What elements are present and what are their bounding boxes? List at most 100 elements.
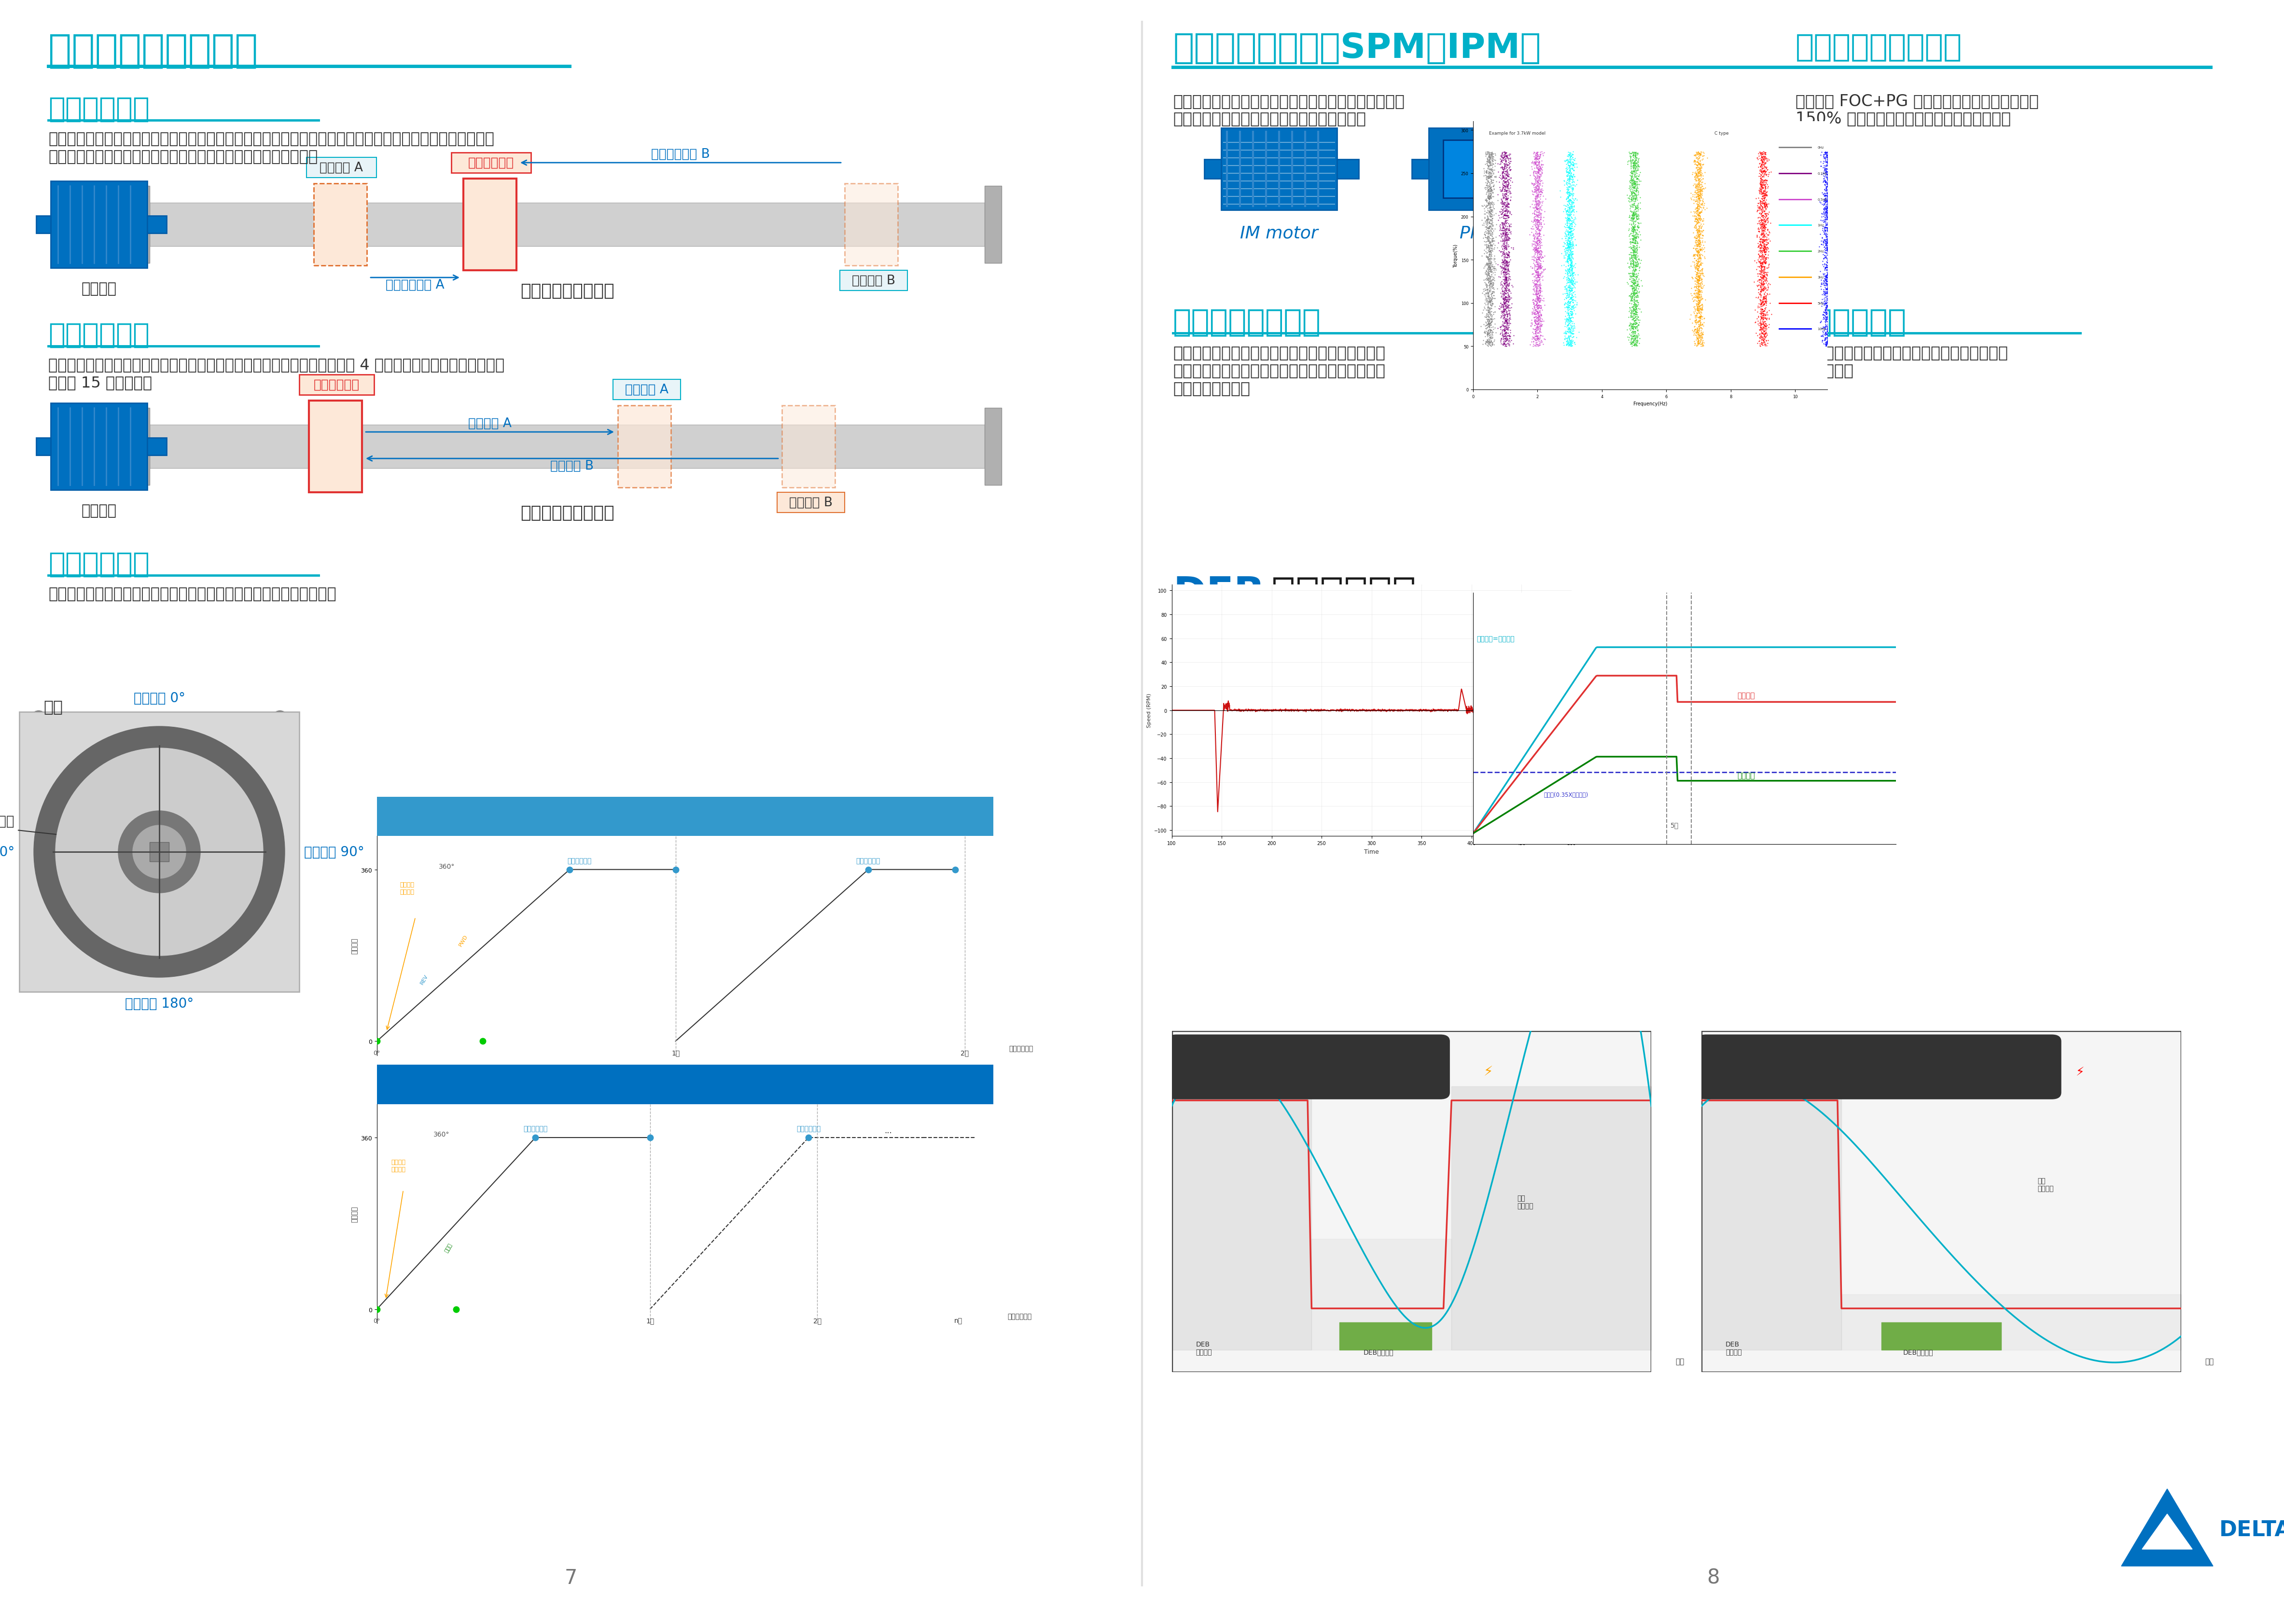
Point <box>1487 145 1523 171</box>
Point <box>1519 323 1555 349</box>
Point <box>1617 151 1654 177</box>
Point <box>1473 273 1510 299</box>
Point <box>1813 323 1850 349</box>
Point <box>1619 221 1656 247</box>
Point <box>1521 209 1558 235</box>
Point <box>1514 149 1551 175</box>
Point <box>1485 312 1521 338</box>
Point <box>1473 283 1510 309</box>
Point <box>1487 257 1523 283</box>
Point <box>1469 177 1505 203</box>
Point <box>1555 209 1592 235</box>
Point <box>1523 305 1560 331</box>
Point <box>1485 182 1521 208</box>
Point <box>1482 239 1519 265</box>
Point <box>1811 211 1848 237</box>
Point <box>1517 242 1553 268</box>
Point <box>1676 182 1713 208</box>
Point <box>1519 182 1555 208</box>
Point <box>1811 250 1848 276</box>
Point <box>1519 294 1555 320</box>
Point <box>1551 305 1587 331</box>
Point <box>1613 180 1649 206</box>
Point <box>1745 185 1782 211</box>
Point <box>1613 167 1649 193</box>
Point <box>1809 307 1845 333</box>
Point <box>1487 257 1523 283</box>
Point <box>1485 296 1521 322</box>
Circle shape <box>27 961 50 983</box>
Point <box>1747 287 1784 313</box>
Point <box>1473 245 1510 271</box>
Point <box>1747 300 1784 326</box>
Point <box>1517 195 1553 221</box>
Point <box>1613 229 1649 255</box>
Point <box>1553 214 1590 240</box>
Point <box>1615 320 1651 346</box>
Point <box>1813 304 1850 330</box>
Point <box>1485 297 1521 323</box>
Point <box>1553 190 1590 216</box>
Point <box>1807 149 1843 175</box>
Point <box>1514 171 1551 197</box>
Point <box>1489 195 1526 221</box>
Point <box>1679 226 1715 252</box>
Point <box>1681 184 1718 209</box>
Point <box>1807 331 1843 357</box>
Point <box>1471 161 1507 187</box>
Point <box>1813 292 1850 318</box>
Point <box>1613 313 1649 339</box>
Point <box>1747 268 1784 294</box>
Point <box>1517 273 1553 299</box>
Point <box>1549 177 1585 203</box>
Point <box>1549 318 1585 344</box>
Point <box>1813 320 1850 346</box>
Point <box>1613 149 1649 175</box>
Point <box>1487 201 1523 227</box>
Point <box>1745 307 1782 333</box>
Point <box>1519 159 1555 185</box>
Point <box>1475 226 1512 252</box>
Point <box>1549 234 1585 260</box>
Point <box>1553 200 1590 226</box>
Point <box>1473 258 1510 284</box>
Point <box>1740 305 1777 331</box>
Point <box>1617 300 1654 326</box>
Point <box>1809 278 1845 304</box>
Point <box>1519 226 1555 252</box>
Point <box>1553 252 1590 278</box>
Point <box>1523 190 1560 216</box>
Point <box>1555 161 1592 187</box>
Point <box>1683 292 1720 318</box>
Point <box>1804 151 1841 177</box>
Point <box>1469 224 1505 250</box>
Point <box>1613 250 1649 276</box>
Point <box>1555 289 1592 315</box>
Point <box>1489 197 1526 222</box>
Point <box>1480 222 1517 248</box>
Point <box>1555 283 1592 309</box>
Point <box>1740 219 1777 245</box>
Point <box>1747 322 1784 348</box>
Point <box>1521 317 1558 343</box>
Point <box>1555 310 1592 336</box>
Point <box>1681 206 1718 232</box>
Point <box>1517 253 1553 279</box>
Point <box>1560 320 1597 346</box>
Point <box>1681 284 1718 310</box>
Point <box>1681 221 1718 247</box>
Point <box>1743 174 1779 200</box>
Point <box>1521 304 1558 330</box>
Point <box>1809 216 1845 242</box>
Point <box>1553 294 1590 320</box>
Point <box>1519 227 1555 253</box>
Bar <box>1412 159 1430 179</box>
Point <box>1679 242 1715 268</box>
Point <box>1485 232 1521 258</box>
Point <box>1811 148 1848 174</box>
Point <box>1517 174 1553 200</box>
Point <box>1807 304 1843 330</box>
Point <box>1491 310 1528 336</box>
Point <box>1809 209 1845 235</box>
Point <box>1679 281 1715 307</box>
